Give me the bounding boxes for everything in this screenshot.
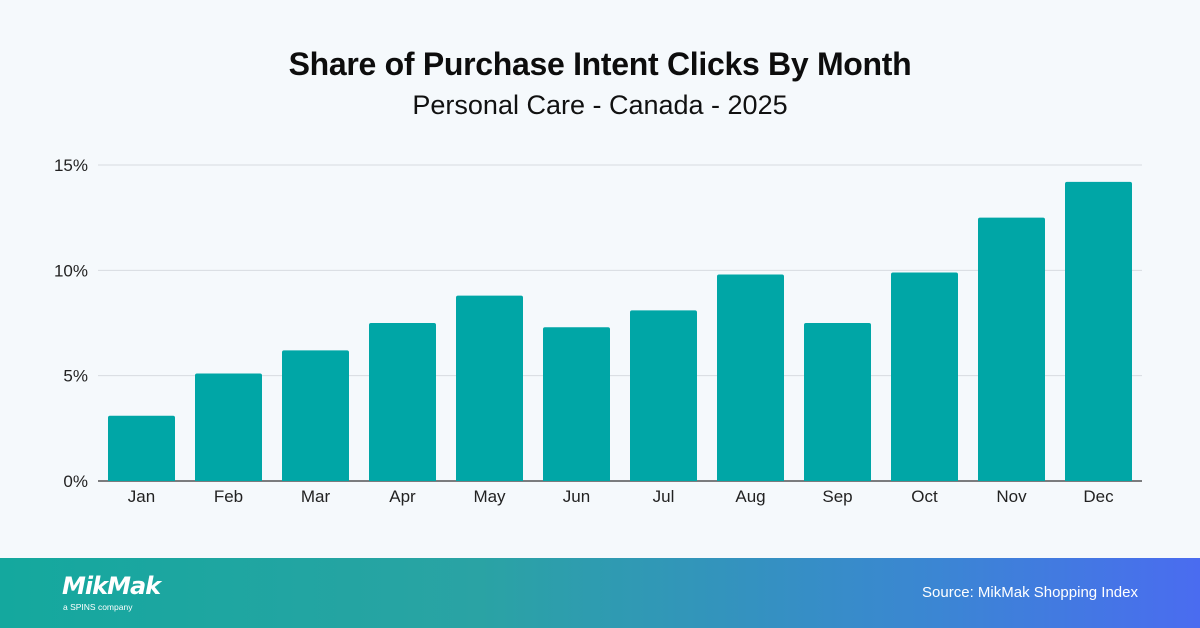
x-tick-label: Jun [563,487,590,506]
bar-chart: 0% 5% 10% 15% Jan Feb Mar Apr May Jun Jul Aug Sep Oct… [54,156,1142,506]
x-tick-label: Feb [214,487,243,506]
bar [630,310,697,481]
y-tick-label: 10% [54,261,88,280]
bar [891,272,958,481]
x-tick-label: May [473,487,506,506]
bar [369,323,436,481]
footer-banner: MikMak a SPINS company Source: MikMak Sh… [0,558,1200,628]
bar [282,350,349,481]
bar [1065,181,1132,481]
chart-title: Share of Purchase Intent Clicks By Month [288,46,912,82]
bar [195,373,262,481]
x-tick-label: Aug [735,487,765,506]
y-tick-label: 15% [54,156,88,175]
bar [717,274,784,481]
bar [978,217,1045,481]
x-tick-label: Dec [1083,487,1114,506]
x-tick-label: Sep [822,487,852,506]
y-tick-label: 5% [63,367,88,386]
x-tick-label: Jan [128,487,155,506]
x-tick-label: Jul [653,487,675,506]
x-tick-label: Apr [389,487,416,506]
chart-subtitle: Personal Care - Canada - 2025 [412,90,788,120]
x-tick-label: Oct [911,487,938,506]
bar [108,415,175,481]
bar [456,295,523,481]
source-note: Source: MikMak Shopping Index [922,584,1138,601]
x-tick-label: Nov [996,487,1027,506]
bar [543,327,610,481]
mikmak-logo: MikMak [62,572,161,600]
x-tick-label: Mar [301,487,331,506]
logo-subtext: a SPINS company [63,602,133,612]
y-tick-label: 0% [63,472,88,491]
bar [804,323,871,481]
